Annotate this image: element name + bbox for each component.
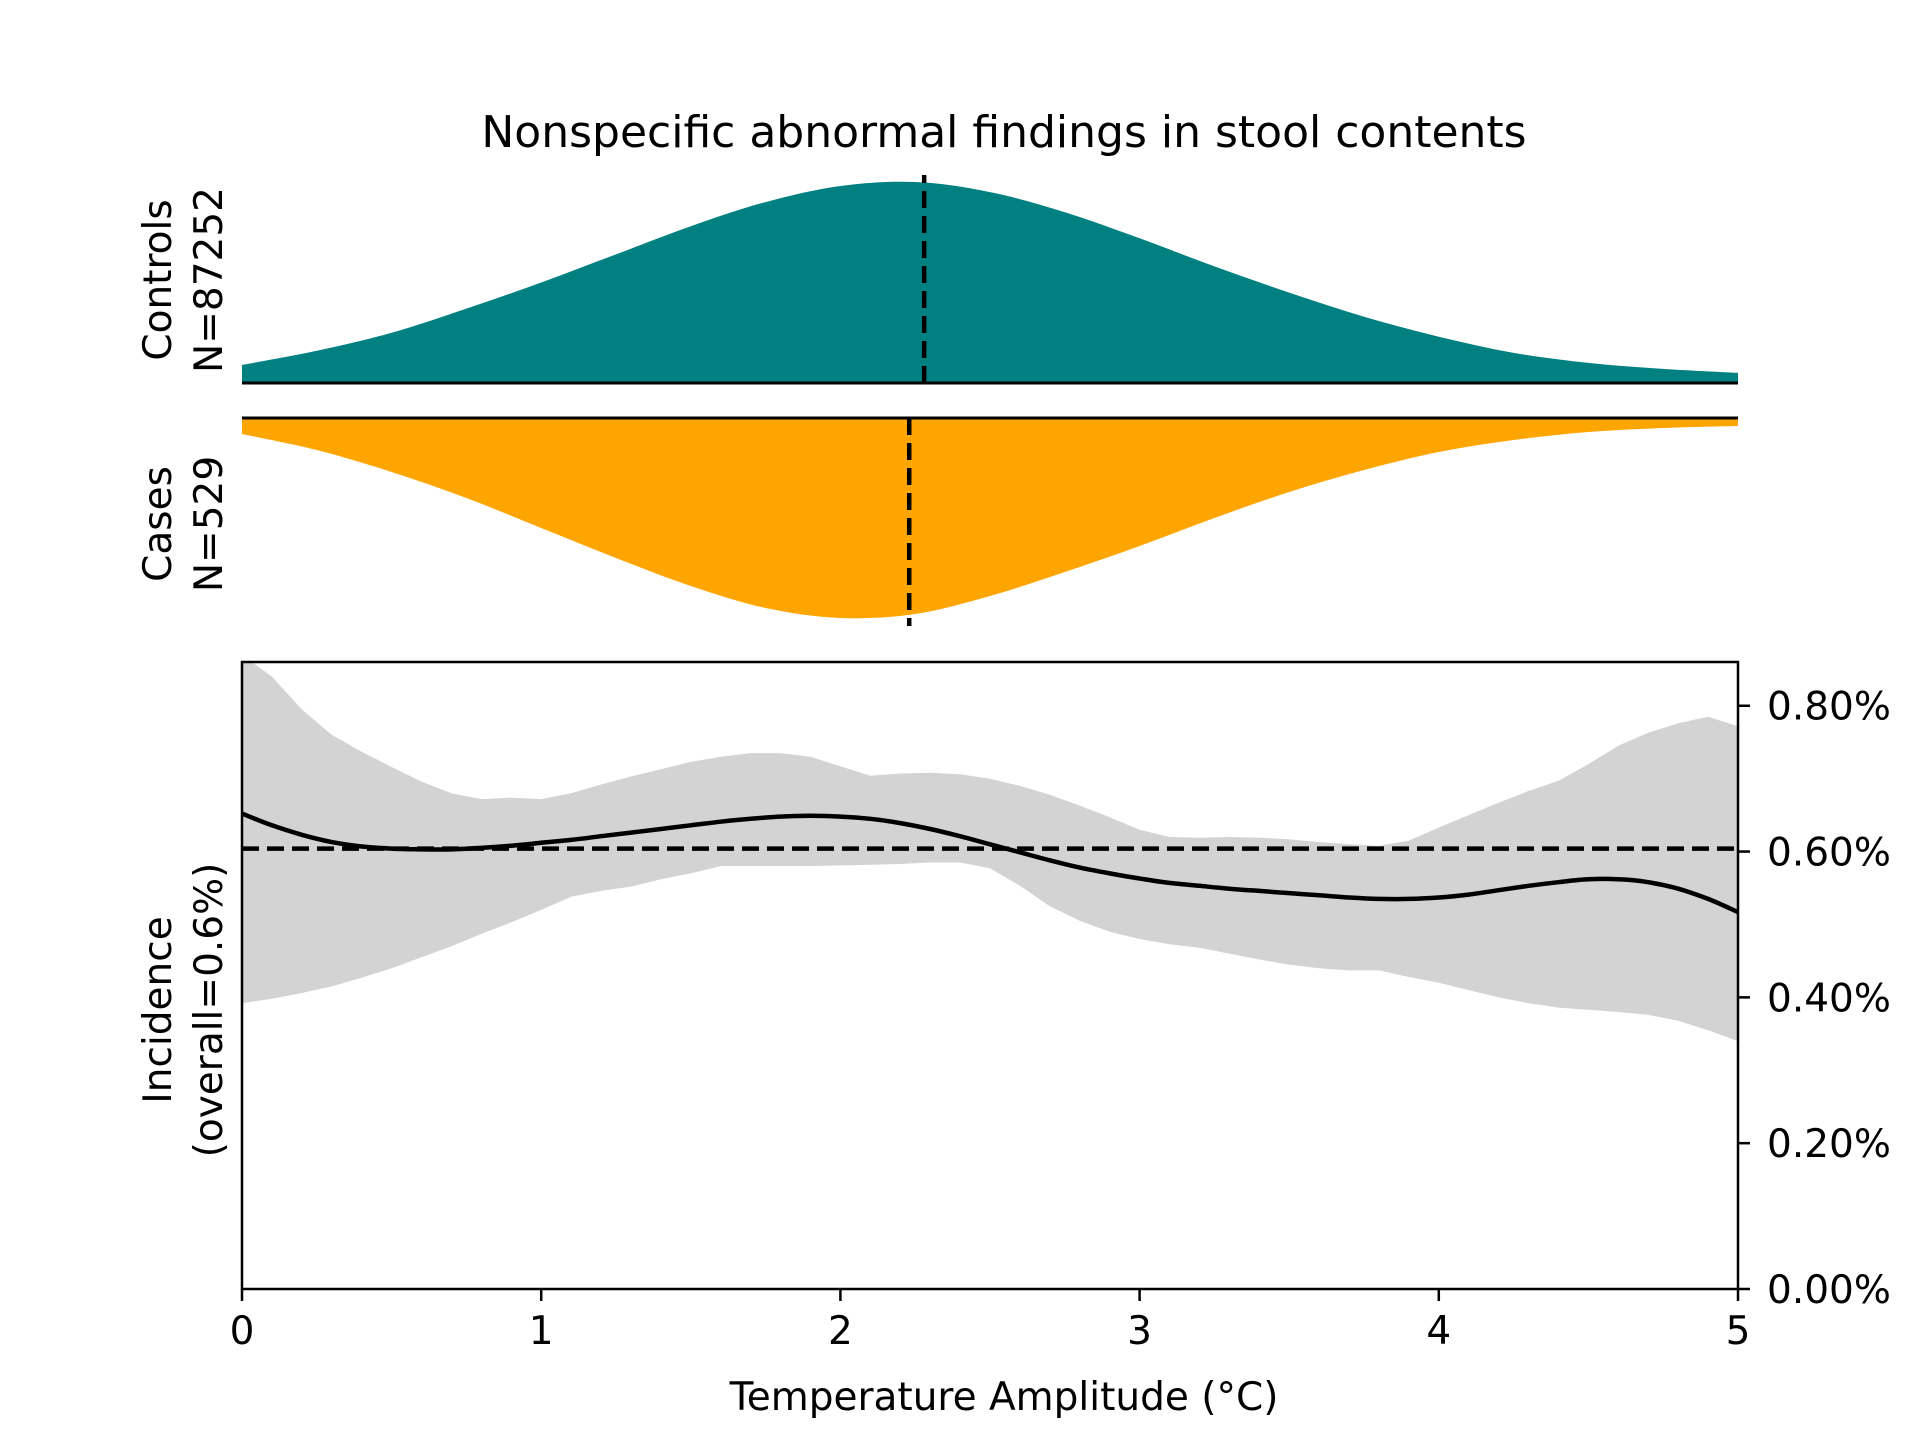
incidence-ylabel-overall: (overall=0.6%)	[187, 863, 232, 1158]
cases-panel: Cases N=529	[136, 416, 1738, 626]
incidence-plot-frame	[240, 660, 1740, 1291]
cases-count: N=529	[187, 456, 232, 592]
y-tick-label: 0.40%	[1767, 976, 1891, 1021]
x-axis-ticks: 0 1 2 3 4 5	[230, 1289, 1751, 1354]
x-tick-label: 0	[230, 1309, 255, 1354]
x-tick-label: 3	[1127, 1309, 1152, 1354]
x-axis-label: Temperature Amplitude (°C)	[729, 1375, 1279, 1420]
incidence-line	[242, 811, 1738, 915]
x-tick-label: 1	[529, 1309, 554, 1354]
x-tick-label: 2	[828, 1309, 853, 1354]
x-tick-label: 5	[1726, 1309, 1751, 1354]
y-axis-ticks: 0.00% 0.20% 0.40% 0.60% 0.80%	[1738, 685, 1891, 1313]
y-tick-label: 0.60%	[1767, 831, 1891, 876]
controls-count: N=87252	[187, 187, 232, 373]
y-tick-label: 0.20%	[1767, 1122, 1891, 1167]
x-tick-label: 4	[1426, 1309, 1451, 1354]
controls-label: Controls	[136, 199, 181, 360]
cases-density-area	[242, 418, 1738, 619]
controls-panel: Controls N=87252	[136, 175, 1738, 385]
chart-title: Nonspecific abnormal findings in stool c…	[481, 107, 1526, 158]
controls-density-area	[242, 181, 1738, 383]
cases-label: Cases	[136, 466, 181, 582]
confidence-band	[242, 662, 1738, 1042]
incidence-panel: 0.00% 0.20% 0.40% 0.60% 0.80% 0 1 2 3 4 5 Inciden…	[136, 660, 1891, 1354]
y-tick-label: 0.80%	[1767, 685, 1891, 730]
incidence-ylabel: Incidence	[136, 916, 181, 1103]
y-tick-label: 0.00%	[1767, 1268, 1891, 1313]
